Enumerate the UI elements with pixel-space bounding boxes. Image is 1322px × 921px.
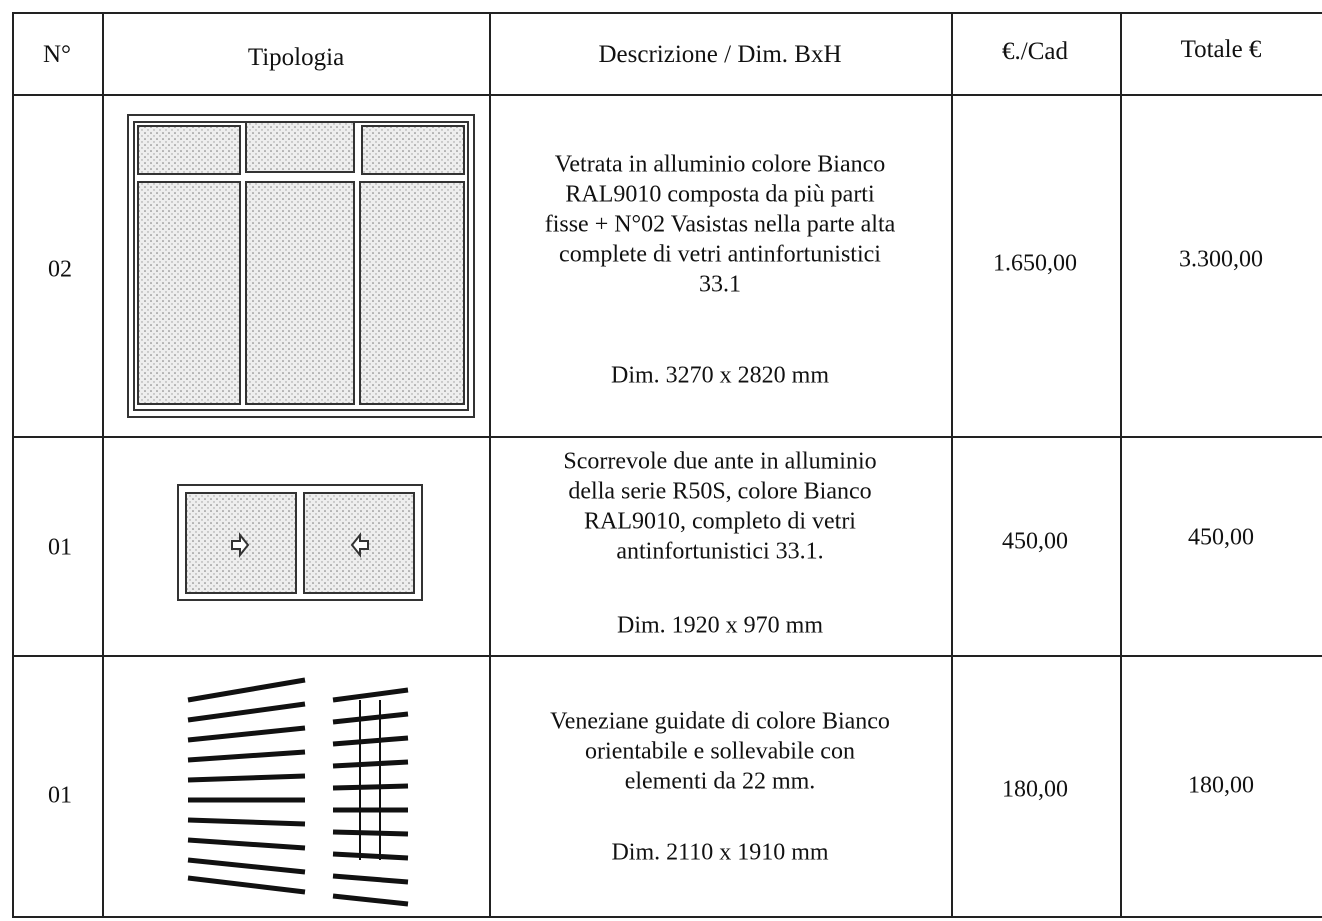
border bbox=[951, 12, 953, 918]
border bbox=[12, 94, 1322, 96]
sliding-window-drawing bbox=[177, 484, 423, 601]
window-drawing bbox=[127, 114, 475, 418]
description-line: Vetrata in alluminio colore Bianco bbox=[554, 151, 886, 178]
description-line: 33.1 bbox=[699, 271, 741, 298]
description-line: della serie R50S, colore Bianco bbox=[568, 478, 872, 505]
border bbox=[12, 655, 1322, 657]
dimensions: Dim. 2110 x 1910 mm bbox=[611, 839, 829, 866]
border bbox=[12, 436, 1322, 438]
border bbox=[12, 12, 14, 918]
border bbox=[12, 916, 1322, 918]
header-cell: €./Cad bbox=[1002, 38, 1068, 65]
description-line: RAL9010 composta da più parti bbox=[565, 181, 875, 208]
header-cell: Totale € bbox=[1180, 36, 1262, 63]
row-number: 01 bbox=[48, 782, 72, 809]
description-line: Scorrevole due ante in alluminio bbox=[563, 448, 877, 475]
total: 3.300,00 bbox=[1179, 246, 1263, 273]
description-line: RAL9010, completo di vetri bbox=[584, 508, 856, 535]
description-line: complete di vetri antinfortunistici bbox=[559, 241, 881, 268]
description-line: Veneziane guidate di colore Bianco bbox=[550, 708, 890, 735]
header-cell: Tipologia bbox=[247, 44, 345, 71]
unit-price: 180,00 bbox=[1002, 776, 1068, 803]
border bbox=[1120, 12, 1122, 918]
border bbox=[489, 12, 491, 918]
row-number: 01 bbox=[48, 534, 72, 561]
header-cell: N° bbox=[42, 41, 72, 68]
border bbox=[102, 12, 104, 918]
description-line: elementi da 22 mm. bbox=[624, 768, 816, 795]
blinds-drawing bbox=[187, 677, 409, 907]
unit-price: 450,00 bbox=[1002, 528, 1068, 555]
row-number: 02 bbox=[48, 256, 72, 283]
header-cell: Descrizione / Dim. BxH bbox=[598, 41, 842, 68]
border bbox=[12, 12, 1322, 14]
dimensions: Dim. 1920 x 970 mm bbox=[616, 612, 824, 639]
dimensions: Dim. 3270 x 2820 mm bbox=[610, 362, 830, 389]
description-line: fisse + N°02 Vasistas nella parte alta bbox=[544, 211, 896, 238]
description-line: orientabile e sollevabile con bbox=[585, 738, 855, 765]
unit-price: 1.650,00 bbox=[993, 250, 1077, 277]
total: 450,00 bbox=[1188, 524, 1254, 551]
description-line: antinfortunistici 33.1. bbox=[616, 538, 824, 565]
total: 180,00 bbox=[1188, 772, 1254, 799]
